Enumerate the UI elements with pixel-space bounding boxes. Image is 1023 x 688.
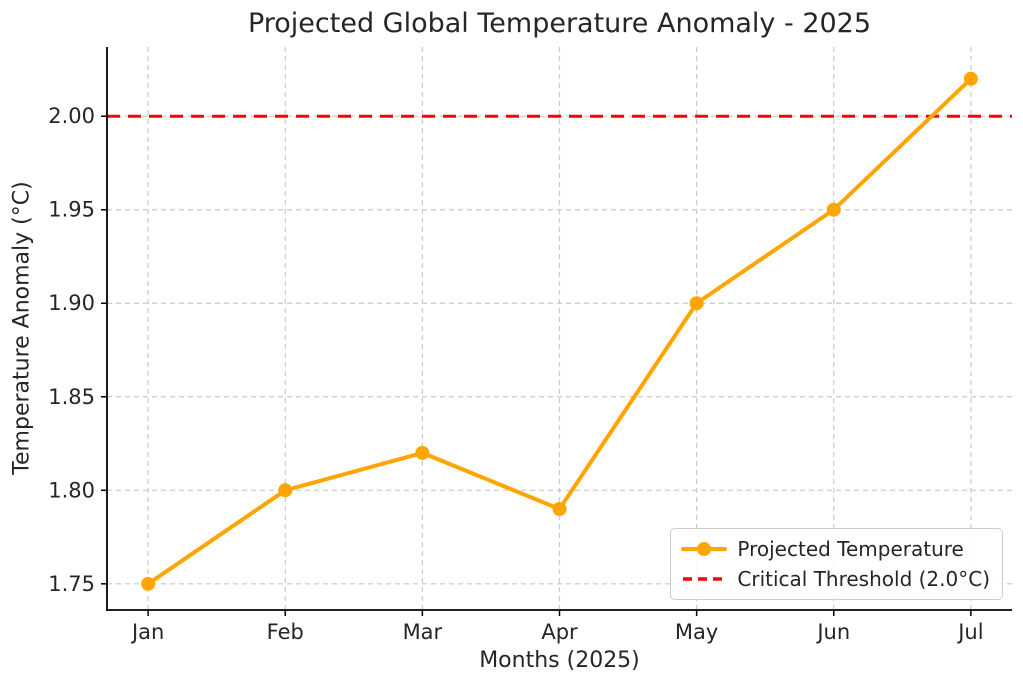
y-tick-label: 1.75 [48,572,95,596]
y-tick-label: 1.85 [48,385,95,409]
legend-label-critical-threshold: Critical Threshold (2.0°C) [737,567,990,591]
y-tick-label: 1.95 [48,198,95,222]
x-axis-label: Months (2025) [479,648,640,673]
y-tick-label: 1.90 [48,291,95,315]
legend: Projected Temperature Critical Threshold… [670,528,1003,600]
y-tick-label: 2.00 [48,104,95,128]
y-tick-label: 1.80 [48,478,95,502]
x-tick-label: Jul [956,620,983,644]
x-tick-label: Jan [130,620,164,644]
line-marker-swatch-icon [681,542,728,556]
legend-item-critical-threshold: Critical Threshold (2.0°C) [681,567,990,591]
y-axis-label: Temperature Anomaly (°C) [9,181,35,475]
x-tick-label: Apr [541,620,578,644]
legend-item-projected-temperature: Projected Temperature [681,537,990,561]
chart-title: Projected Global Temperature Anomaly - 2… [247,8,872,39]
x-tick-label: Feb [267,620,304,644]
x-tick-label: May [675,620,718,644]
dashed-line-swatch-icon [683,577,726,581]
x-tick-label: Jun [815,620,850,644]
x-tick-label: Mar [403,620,443,644]
legend-label-projected-temperature: Projected Temperature [737,537,964,561]
